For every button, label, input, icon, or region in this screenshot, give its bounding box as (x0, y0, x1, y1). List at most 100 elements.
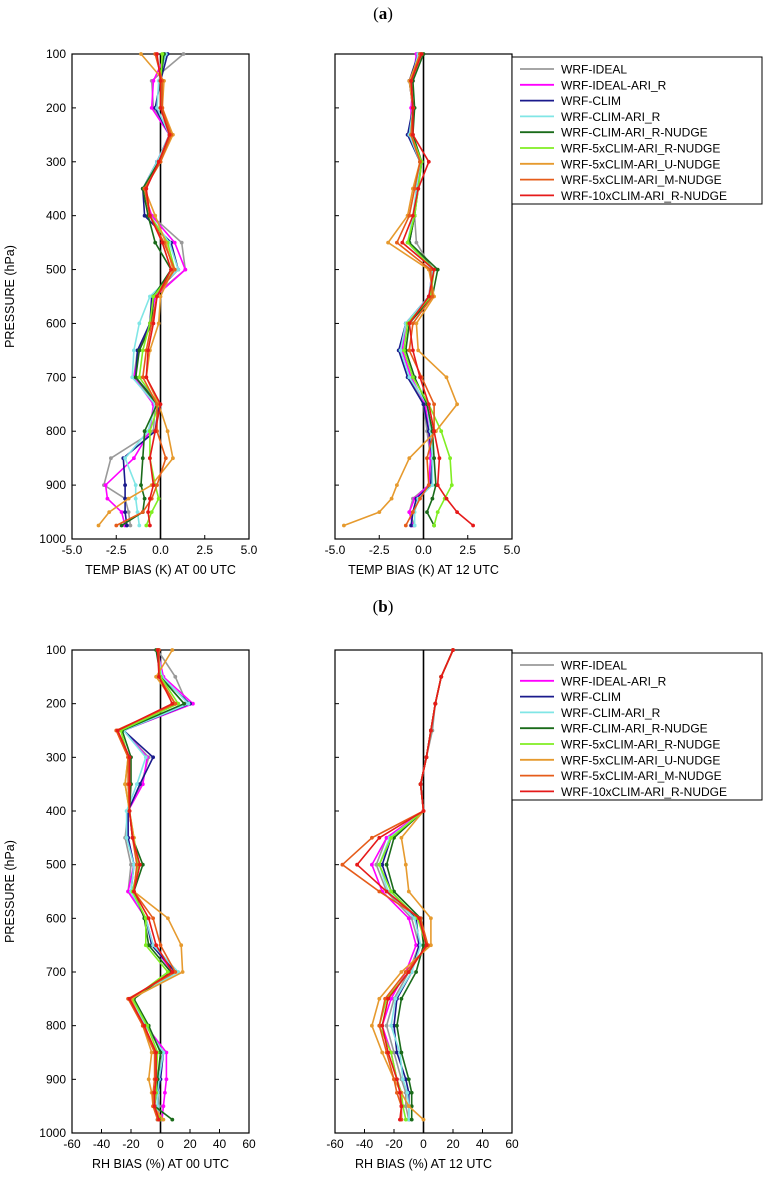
data-point (416, 186, 421, 191)
data-point (432, 523, 436, 528)
x-tick-label: -40 (93, 1137, 111, 1151)
data-point (340, 862, 345, 867)
data-point (130, 375, 135, 380)
data-point (115, 728, 120, 733)
data-point (355, 862, 359, 867)
series-wrf-ideal-ari-r (370, 648, 455, 1122)
data-point (409, 79, 413, 83)
data-point (424, 755, 429, 760)
data-point (430, 483, 435, 487)
legend-entry: WRF-CLIM-ARI_R (561, 110, 661, 124)
data-point (421, 1117, 426, 1122)
data-point (395, 1050, 399, 1055)
data-point (176, 267, 181, 272)
series-wrf-10xclim-ari-r-nudge (144, 52, 174, 528)
data-point (455, 402, 459, 407)
data-point (402, 348, 406, 353)
data-point (412, 523, 417, 528)
data-point (151, 294, 156, 299)
data-point (407, 213, 412, 218)
series-line (97, 53, 174, 526)
data-point (426, 294, 431, 299)
data-point (411, 321, 415, 326)
data-point (399, 1050, 404, 1055)
data-point (419, 52, 424, 56)
data-point (389, 1023, 393, 1028)
data-point (383, 996, 387, 1001)
data-point (398, 1090, 402, 1095)
x-tick-label: 5.0 (241, 543, 258, 557)
data-point (160, 240, 165, 245)
series-line (378, 649, 454, 1120)
data-point (137, 348, 142, 353)
data-point (418, 943, 423, 948)
y-tick-label: 600 (46, 316, 66, 330)
x-axis-label: TEMP BIAS (K) AT 00 UTC (85, 563, 236, 577)
panel-a-label: (a) (373, 4, 393, 23)
series-line (343, 53, 458, 527)
data-point (409, 1117, 414, 1122)
data-point (109, 456, 113, 461)
legend-entry: WRF-5xCLIM-ARI_M-NUDGE (561, 769, 722, 783)
data-point (403, 1104, 408, 1109)
data-point (432, 267, 436, 272)
data-point (428, 267, 433, 272)
data-point (406, 970, 411, 974)
data-point (151, 79, 156, 83)
legend-entry: WRF-CLIM-ARI_R-NUDGE (561, 722, 708, 736)
data-point (398, 348, 403, 353)
data-point (123, 456, 127, 461)
data-point (395, 483, 399, 487)
data-point (401, 1077, 405, 1082)
data-point (439, 674, 444, 679)
data-point (392, 1077, 396, 1082)
data-point (421, 402, 426, 407)
data-point (154, 1050, 159, 1055)
data-point (128, 523, 133, 528)
data-point (124, 809, 129, 813)
data-point (380, 1023, 385, 1028)
series-wrf-ideal (102, 52, 188, 528)
data-point (143, 916, 148, 921)
y-axis-label: PRESSURE (hPa) (3, 840, 17, 943)
y-tick-label: 300 (46, 750, 66, 764)
data-point (166, 970, 170, 974)
data-point (409, 970, 414, 974)
x-tick-label: 20 (446, 1137, 460, 1151)
x-tick-label: 0.0 (415, 543, 432, 557)
data-point (444, 496, 449, 501)
data-point (386, 240, 390, 245)
data-point (395, 240, 399, 245)
series-line (396, 53, 435, 526)
x-tick-label: -60 (326, 1137, 344, 1151)
data-point (155, 483, 159, 487)
x-axis-label: RH BIAS (%) AT 00 UTC (92, 1157, 229, 1171)
data-point (435, 510, 440, 514)
data-point (395, 1023, 399, 1028)
series-wrf-10xclim-ari-r-nudge (115, 648, 175, 1122)
data-point (407, 321, 412, 326)
data-point (414, 321, 419, 326)
data-point (125, 523, 129, 528)
data-point (151, 321, 156, 326)
x-tick-label: 20 (183, 1137, 197, 1151)
data-point (146, 943, 151, 948)
data-point (183, 267, 188, 272)
legend-entry: WRF-CLIM (561, 94, 621, 108)
data-point (380, 862, 385, 867)
data-point (146, 510, 151, 514)
data-point (377, 862, 382, 867)
data-point (407, 456, 412, 461)
data-point (146, 348, 151, 353)
data-point (179, 943, 184, 948)
data-point (451, 648, 455, 652)
data-point (435, 483, 440, 487)
data-point (426, 159, 431, 164)
data-point (142, 429, 147, 434)
data-point (426, 402, 431, 407)
legend-entry: WRF-CLIM-ARI_R-NUDGE (561, 126, 708, 140)
data-point (430, 496, 435, 501)
data-point (171, 456, 175, 461)
data-point (377, 996, 382, 1001)
data-point (418, 375, 422, 380)
